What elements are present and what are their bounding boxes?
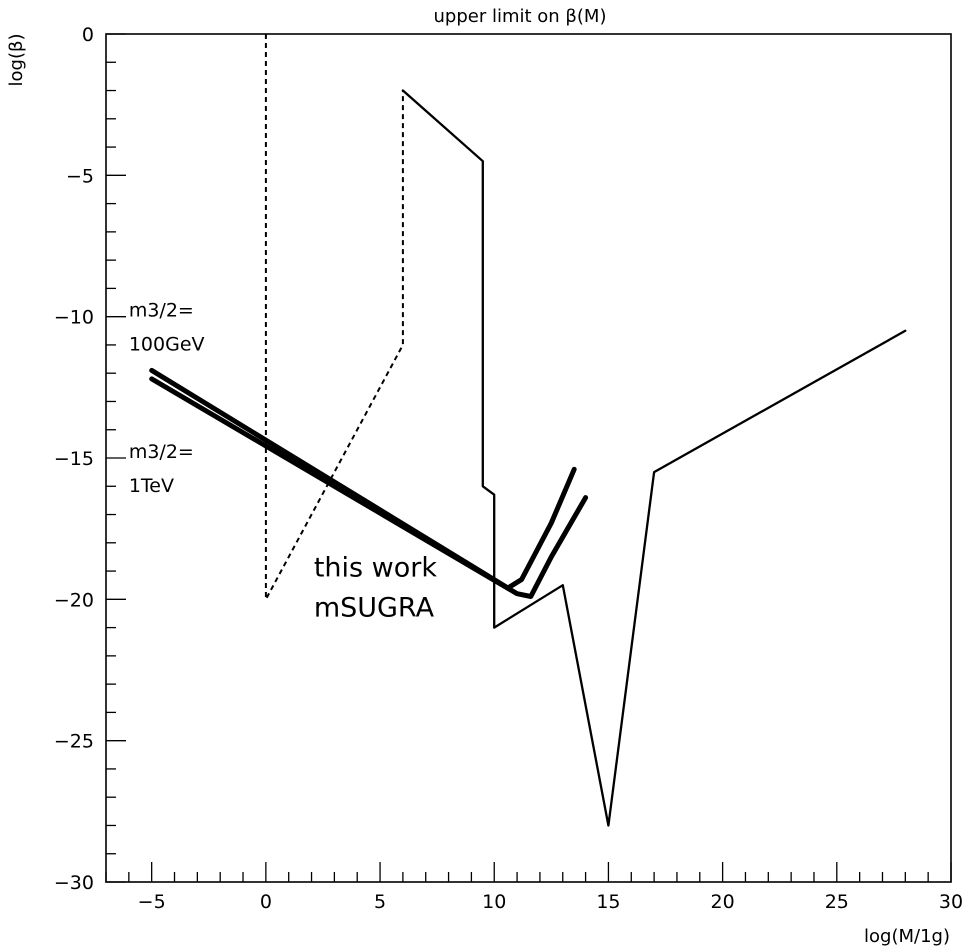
annotation-m1t-line1: m3/2= xyxy=(129,441,194,463)
x-tick-label: 10 xyxy=(482,891,506,913)
annotation-thiswork-line2: mSUGRA xyxy=(314,592,435,623)
annotation-thiswork-line1: this work xyxy=(314,553,438,584)
series-line-dashed-0 xyxy=(264,34,404,601)
plot-frame xyxy=(105,33,952,883)
annotation-m1t-line2: 1TeV xyxy=(129,475,174,497)
x-tick-label: 20 xyxy=(711,891,735,913)
series-layer xyxy=(149,34,907,827)
y-tick-label: −5 xyxy=(66,165,94,187)
x-axis-label: log(M/1g) xyxy=(864,926,950,947)
x-tick-label: 0 xyxy=(260,891,272,913)
y-axis-label: log(β) xyxy=(6,34,27,87)
x-tick-label: 30 xyxy=(939,891,963,913)
y-ticks: 0 −5 −10 −15 −20 −25 −30 xyxy=(54,24,126,894)
y-tick-label: −20 xyxy=(54,589,94,611)
y-tick-label: −25 xyxy=(54,731,94,753)
y-tick-label: −15 xyxy=(54,448,94,470)
x-tick-label: 25 xyxy=(825,891,849,913)
series-line-thick-2 xyxy=(149,367,577,591)
annotation-m100-line2: 100GeV xyxy=(129,334,205,356)
annotation-m100-line1: m3/2= xyxy=(129,300,194,322)
series-line-solid-1 xyxy=(401,89,907,827)
y-tick-label: −10 xyxy=(54,307,94,329)
x-tick-label: 15 xyxy=(596,891,620,913)
y-tick-label: 0 xyxy=(82,24,94,46)
y-tick-label: −30 xyxy=(54,872,94,894)
x-ticks: −5 0 5 10 15 20 25 30 xyxy=(105,862,963,913)
annotation-layer: m3/2= 100GeV m3/2= 1TeV this work mSUGRA xyxy=(129,300,438,624)
x-tick-label: −5 xyxy=(138,891,166,913)
series-line-thick-3 xyxy=(149,376,589,599)
chart-title: upper limit on β(M) xyxy=(434,6,607,27)
x-tick-label: 5 xyxy=(374,891,386,913)
